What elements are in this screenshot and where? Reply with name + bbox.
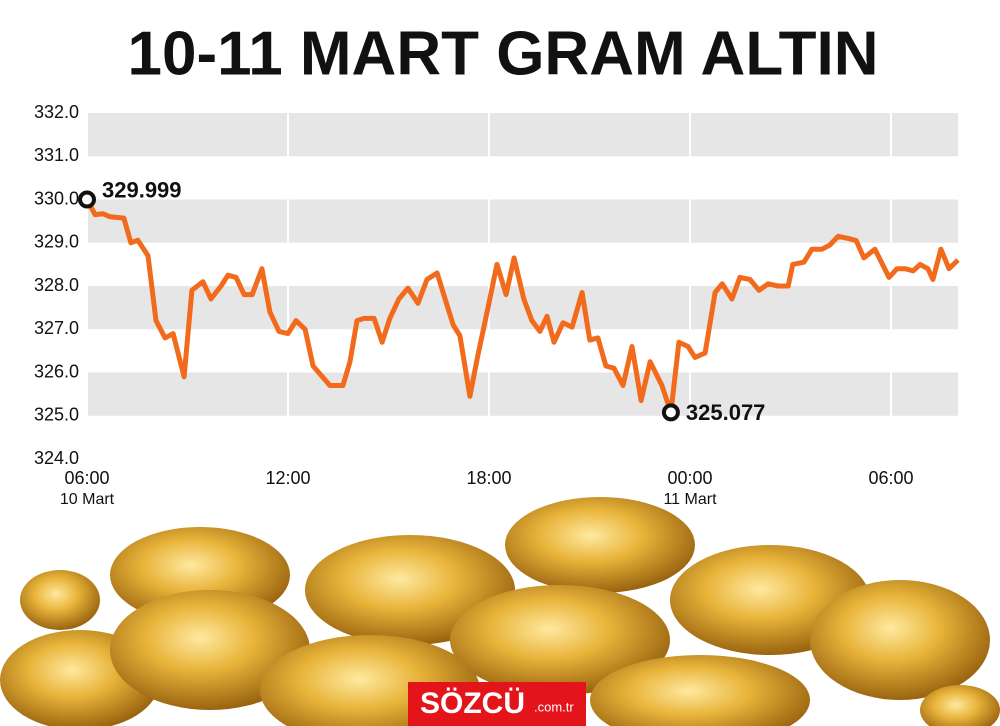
coin: [450, 585, 670, 695]
coin: [810, 580, 990, 700]
brand-name: SÖZCÜ: [420, 687, 525, 720]
coin: [110, 590, 310, 710]
annotation-label: 325.077: [686, 400, 766, 425]
coin: [590, 655, 810, 726]
annotation-marker: [78, 190, 96, 209]
y-tick-label: 332.0: [34, 102, 79, 122]
coin: [20, 570, 100, 630]
annotation-label: 329.999: [102, 177, 182, 202]
y-tick-label: 324.0: [34, 448, 79, 468]
x-tick-label: 00:00: [667, 468, 712, 488]
x-tick-date: 11 Mart: [663, 491, 717, 508]
brand-suffix: .com.tr: [534, 699, 574, 714]
y-tick-label: 331.0: [34, 145, 79, 165]
coin-photo: [0, 497, 1000, 726]
grid-band: [87, 113, 958, 157]
y-tick-label: 330.0: [34, 188, 79, 208]
y-tick-label: 328.0: [34, 275, 79, 295]
y-tick-label: 325.0: [34, 405, 79, 425]
price-line: [84, 198, 960, 415]
brand-box: [408, 682, 586, 726]
x-tick-label: 12:00: [265, 468, 310, 488]
chart-title: 10-11 MART GRAM ALTIN: [128, 19, 879, 88]
y-tick-label: 326.0: [34, 361, 79, 381]
x-tick-date: 10 Mart: [60, 491, 115, 508]
coin: [920, 685, 1000, 726]
x-tick-label: 06:00: [64, 468, 109, 488]
grid-band: [87, 372, 958, 416]
coin: [505, 497, 695, 593]
plot-area: 324.0 325.0 326.0 327.0 328.0 329.0 330.0 331.0…: [34, 102, 960, 508]
annotation-marker: [661, 403, 680, 422]
x-tick-label: 18:00: [466, 468, 511, 488]
grid-band: [87, 199, 958, 243]
y-tick-label: 329.0: [34, 232, 79, 252]
y-tick-label: 327.0: [34, 318, 79, 338]
x-tick-label: 06:00: [868, 468, 913, 488]
